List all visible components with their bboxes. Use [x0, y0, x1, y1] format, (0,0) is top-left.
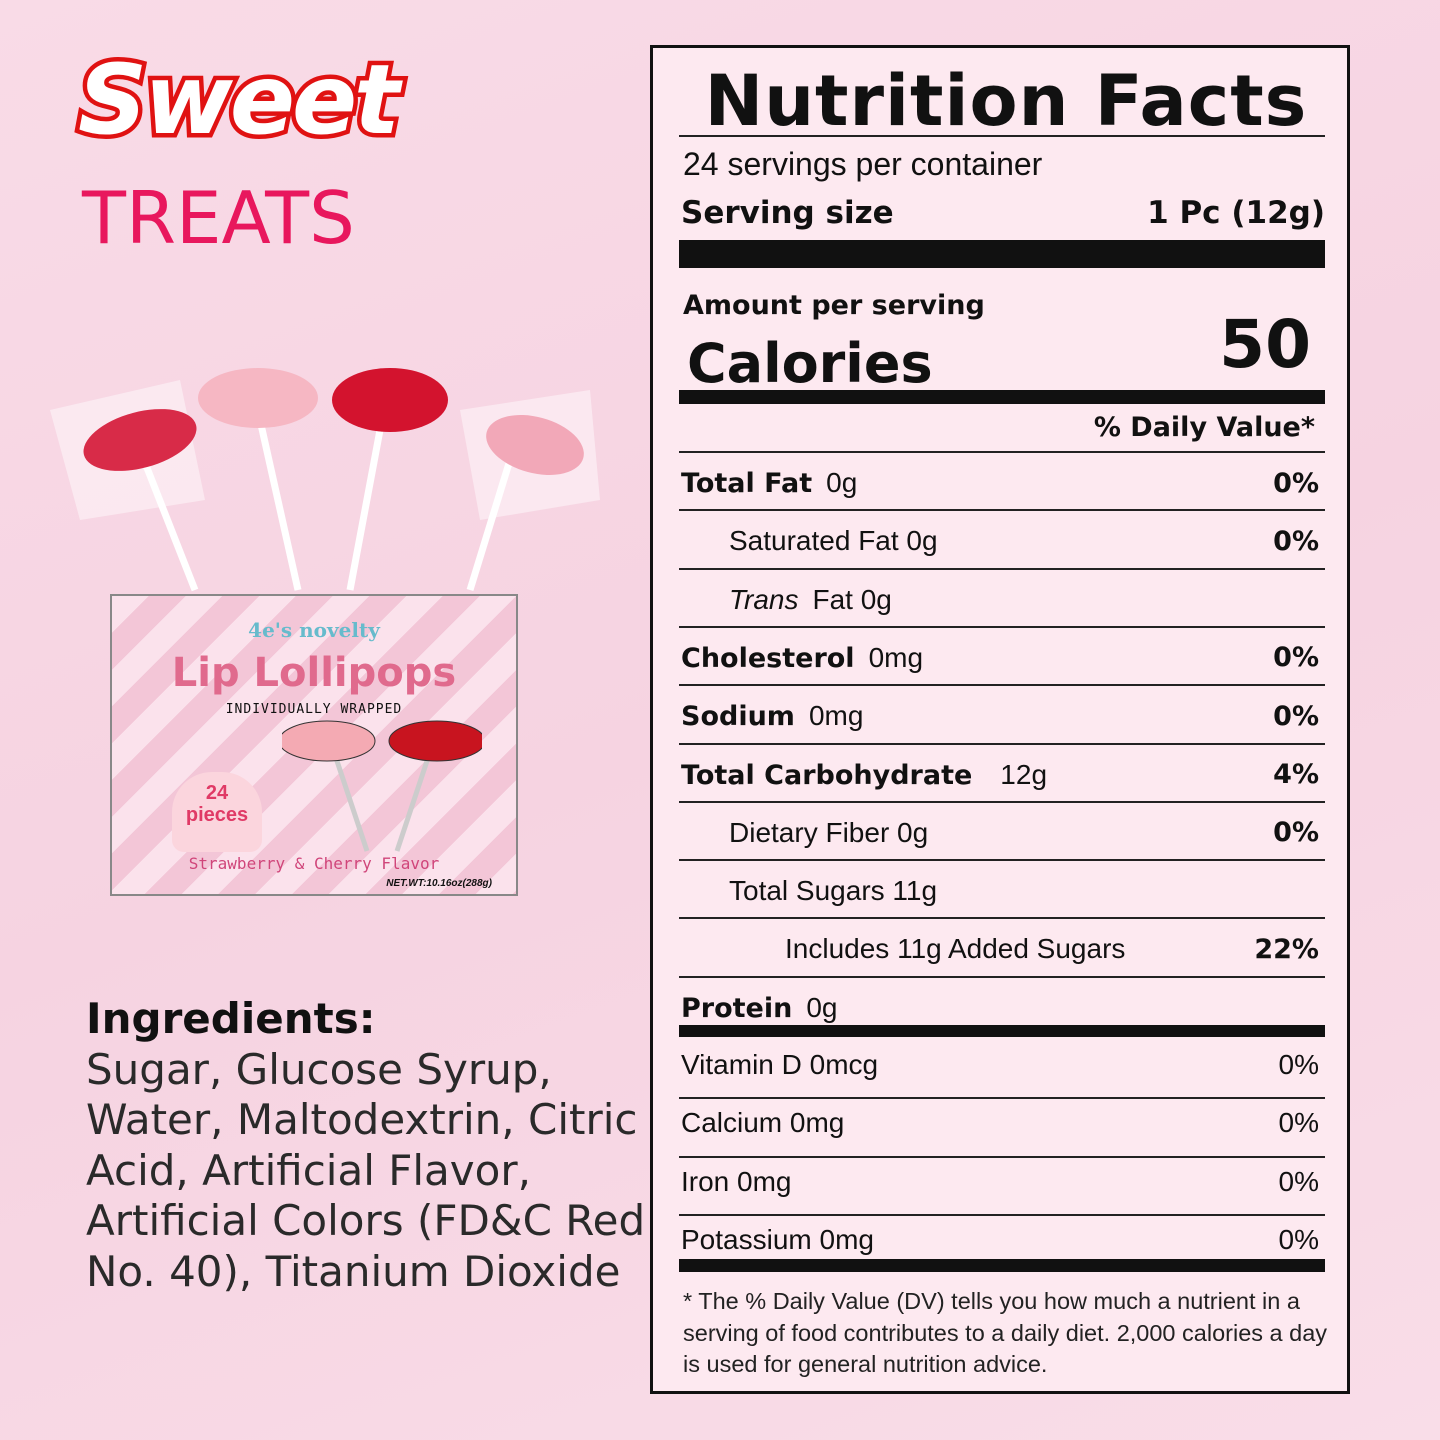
nutrient-row: Total Carbohydrate 12g 4% [681, 755, 1325, 795]
vitamin-daily-value: 0% [1278, 1107, 1319, 1139]
nutrient-row: Includes 11g Added Sugars 22% [681, 929, 1325, 969]
row-divider [679, 451, 1325, 453]
vitamin-label: Calcium 0mg [681, 1107, 845, 1139]
lollipop-red [332, 368, 448, 591]
nutrient-label: Includes 11g Added Sugars [785, 933, 1126, 965]
nutrient-name: Saturated Fat 0g [681, 525, 952, 557]
ingredients-section: Ingredients: Sugar, Glucose Syrup, Water… [86, 994, 646, 1297]
vitamin-label: Potassium 0mg [681, 1223, 874, 1255]
box-count: 24 [205, 782, 229, 804]
nutrient-row: Saturated Fat 0g 0% [681, 521, 1325, 561]
row-divider [679, 1213, 1325, 1216]
nutrient-label: Trans [729, 583, 799, 615]
nutrient-label: Sodium [681, 701, 795, 733]
serving-size-label: Serving size [681, 195, 894, 231]
box-lollipops-image [282, 720, 482, 852]
nutrient-amount: 0mg [868, 641, 924, 673]
row-divider [679, 1155, 1325, 1158]
nutrient-label: Total Sugars 11g [729, 875, 938, 907]
nutrient-label: Cholesterol [681, 642, 855, 674]
nutrient-name: Total Carbohydrate 12g [681, 759, 1047, 791]
lollipop-wrapped-pink [460, 390, 600, 592]
nutrient-name: Total Fat 0g [681, 467, 857, 499]
box-product-name: Lip Lollipops [171, 650, 457, 696]
daily-value-header: % Daily Value* [1093, 412, 1315, 443]
serving-size-value: 1 Pc (12g) [1147, 195, 1325, 231]
nutrient-name: Protein 0g [681, 992, 838, 1024]
nutrient-row: Trans Fat 0g [681, 580, 1325, 620]
row-divider [679, 917, 1325, 920]
box-count-unit: pieces [185, 804, 249, 826]
vitamin-row: Vitamin D 0mcg 0% [681, 1045, 1325, 1085]
ingredients-text: Sugar, Glucose Syrup, Water, Maltodextri… [86, 1044, 646, 1296]
box-brand: 4e's novelty [248, 618, 380, 642]
treats-heading: TREATS [82, 176, 355, 260]
calories-label: Calories [687, 332, 933, 395]
row-divider [679, 567, 1325, 570]
nutrient-row: Dietary Fiber 0g 0% [681, 813, 1325, 853]
ingredients-title: Ingredients: [86, 994, 376, 1043]
nutrient-name: Includes 11g Added Sugars [681, 933, 1139, 965]
row-divider [679, 975, 1325, 978]
nutrient-label: Total Carbohydrate [681, 759, 973, 791]
nutrient-name: Sodium 0mg [681, 700, 863, 732]
nutrient-amount: Fat 0g [812, 583, 892, 615]
nutrient-daily-value: 0% [1273, 467, 1319, 499]
row-divider [679, 859, 1325, 862]
nutrient-row: Total Sugars 11g [681, 871, 1325, 911]
box-tagline: INDIVIDUALLY WRAPPED [225, 702, 403, 717]
servings-per-container: 24 servings per container [683, 146, 1043, 182]
row-divider [679, 509, 1325, 512]
nutrient-row: Protein 0g [681, 988, 1325, 1028]
box-count-badge: 24 pieces [172, 772, 262, 852]
nutrient-daily-value: 0% [1273, 700, 1319, 732]
vitamin-daily-value: 0% [1278, 1049, 1319, 1080]
sweet-logo: Sweet [74, 44, 405, 156]
nutrient-name: Total Sugars 11g [681, 875, 951, 907]
nutrient-daily-value: 4% [1273, 759, 1319, 790]
nutrient-amount: 0mg [808, 700, 864, 732]
nutrient-amount: 0g [826, 467, 858, 498]
nutrient-amount: 12g [1000, 758, 1048, 790]
vitamin-daily-value: 0% [1278, 1165, 1319, 1197]
vitamin-daily-value: 0% [1278, 1223, 1319, 1255]
nutrient-daily-value: 0% [1273, 642, 1319, 674]
row-divider [679, 684, 1325, 687]
calories-value: 50 [1219, 306, 1311, 383]
daily-value-footnote: * The % Daily Value (DV) tells you how m… [683, 1288, 1328, 1377]
vitamin-row: Iron 0mg 0% [681, 1162, 1325, 1202]
vitamin-label: Vitamin D 0mcg [681, 1049, 879, 1080]
nutrient-daily-value: 0% [1273, 817, 1319, 849]
nutrient-label: Saturated Fat 0g [729, 525, 938, 557]
row-divider [679, 625, 1325, 628]
row-divider [679, 742, 1325, 745]
nutrition-title: Nutrition Facts [704, 60, 1308, 142]
row-divider [679, 1097, 1325, 1100]
product-box: 4e's novelty Lip Lollipops INDIVIDUALLY … [110, 594, 518, 896]
row-divider [679, 800, 1325, 803]
nutrition-facts-panel: Nutrition Facts 24 servings per containe… [650, 45, 1350, 1394]
nutrient-name: Cholesterol 0mg [681, 642, 923, 674]
vitamin-label: Iron 0mg [681, 1165, 792, 1197]
amount-per-serving: Amount per serving [683, 290, 985, 321]
nutrient-row: Total Fat 0g 0% [681, 463, 1325, 503]
serving-size-row: Serving size 1 Pc (12g) [681, 193, 1325, 233]
lollipop-pink [198, 368, 318, 591]
nutrient-label: Protein [681, 992, 793, 1024]
nutrient-name: Dietary Fiber 0g [681, 817, 942, 849]
nutrient-label: Total Fat [681, 468, 813, 499]
nutrient-row: Cholesterol 0mg 0% [681, 638, 1325, 678]
nutrient-daily-value: 22% [1254, 933, 1319, 965]
nutrient-row: Sodium 0mg 0% [681, 696, 1325, 736]
lollipop-wrapped-red [50, 380, 205, 592]
vitamin-row: Potassium 0mg 0% [681, 1220, 1325, 1260]
nutrient-name: Trans Fat 0g [681, 584, 892, 616]
nutrient-label: Dietary Fiber 0g [729, 816, 929, 848]
vitamin-row: Calcium 0mg 0% [681, 1103, 1325, 1143]
box-net-weight: NET.WT:10.16oz(288g) [386, 878, 492, 889]
nutrient-daily-value: 0% [1273, 525, 1319, 557]
lollipops-illustration [50, 368, 600, 592]
box-flavor: Strawberry & Cherry Flavor [188, 854, 440, 873]
nutrient-amount: 0g [806, 991, 838, 1023]
